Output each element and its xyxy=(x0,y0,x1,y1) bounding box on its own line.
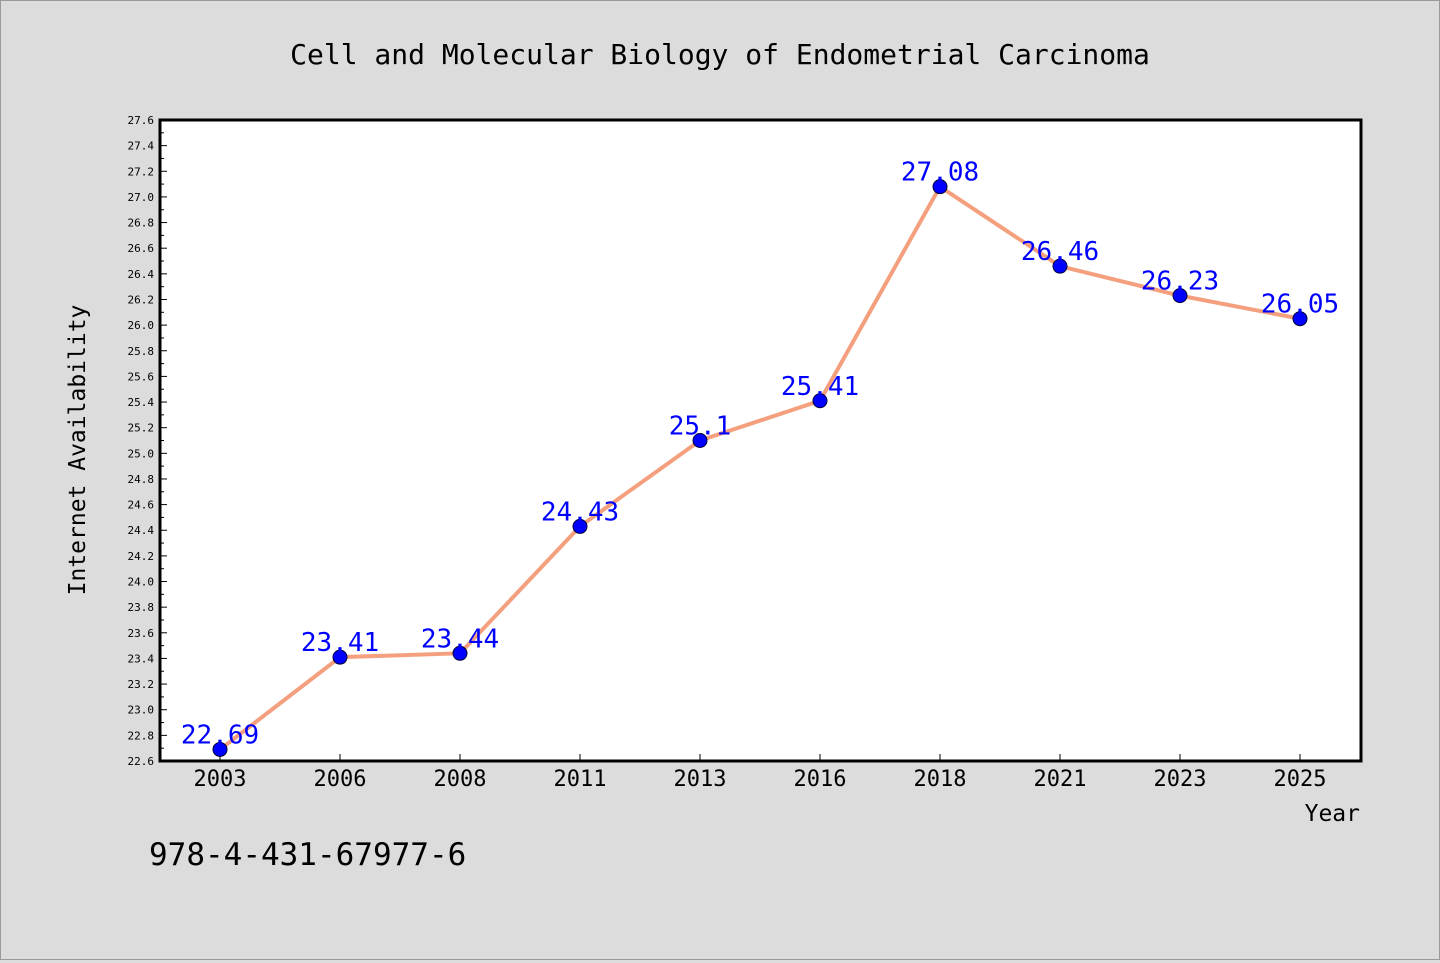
data-point xyxy=(452,645,468,661)
data-label: 24.43 xyxy=(541,497,619,527)
x-tick-label: 2021 xyxy=(1034,767,1087,792)
y-tick-label: 25.0 xyxy=(128,447,155,460)
y-tick-label: 27.6 xyxy=(128,114,155,127)
series-line xyxy=(218,184,1302,752)
y-tick-label: 24.0 xyxy=(128,576,155,589)
data-point xyxy=(212,741,228,757)
data-label: 26.05 xyxy=(1261,290,1339,320)
data-label: 27.08 xyxy=(901,158,979,188)
x-tick-label: 2008 xyxy=(434,767,487,792)
y-tick-label: 27.4 xyxy=(128,140,155,153)
y-tick-label: 24.4 xyxy=(128,524,155,537)
data-point xyxy=(1292,311,1308,327)
data-point xyxy=(812,393,828,409)
y-tick-label: 25.8 xyxy=(128,345,155,358)
y-tick-label: 22.6 xyxy=(128,755,155,768)
y-tick-label: 25.6 xyxy=(128,370,155,383)
y-tick-label: 23.6 xyxy=(128,627,155,640)
y-tick-label: 25.2 xyxy=(128,422,155,435)
data-point xyxy=(572,518,588,534)
y-tick-label: 23.0 xyxy=(128,704,155,717)
y-tick-label: 23.8 xyxy=(128,601,155,614)
plot-area xyxy=(158,118,1363,763)
data-point xyxy=(692,433,708,448)
y-tick-label: 24.6 xyxy=(128,499,155,512)
y-tick-label: 23.4 xyxy=(128,652,155,665)
data-label: 26.46 xyxy=(1021,237,1099,267)
y-tick-label: 27.2 xyxy=(128,165,155,178)
isbn-text: 978-4-431-67977-6 xyxy=(149,837,466,873)
data-label: 22.69 xyxy=(181,720,259,750)
x-tick-label: 2016 xyxy=(794,767,847,792)
y-axis-ticks: 22.6 22.8 23.0 23.2 23.4 23.6 23.8 24.0 24.2 24.4… xyxy=(128,114,167,768)
x-tick-label: 2006 xyxy=(314,767,367,792)
data-label: 25.1 xyxy=(669,412,732,442)
x-tick-label: 2025 xyxy=(1274,767,1327,792)
series: 22.69 23.41 23.44 24.43 25.1 25.41 27.08 26.46 2… xyxy=(181,158,1339,757)
y-axis-label: Internet Availability xyxy=(65,305,91,596)
x-tick-label: 2023 xyxy=(1154,767,1207,792)
data-label: 23.44 xyxy=(421,624,499,654)
x-tick-label: 2013 xyxy=(674,767,727,792)
data-label: 26.23 xyxy=(1141,267,1219,297)
y-tick-label: 26.8 xyxy=(128,217,155,230)
y-tick-label: 24.2 xyxy=(128,550,155,563)
y-tick-label: 26.0 xyxy=(128,319,155,332)
x-axis-ticks: 2003 2006 2008 2011 2013 2016 2018 2021 2023 2025 xyxy=(194,754,1327,792)
x-tick-label: 2011 xyxy=(554,767,607,792)
data-label: 23.41 xyxy=(301,628,379,658)
y-tick-label: 24.8 xyxy=(128,473,155,486)
data-point xyxy=(1052,258,1068,274)
x-axis-label: Year xyxy=(1305,801,1360,827)
data-point xyxy=(332,649,348,665)
data-point xyxy=(1172,288,1188,304)
y-tick-label: 25.4 xyxy=(128,396,155,409)
y-tick-label: 27.0 xyxy=(128,191,155,204)
y-tick-label: 26.6 xyxy=(128,242,155,255)
x-tick-label: 2003 xyxy=(194,767,247,792)
x-tick-label: 2018 xyxy=(914,767,967,792)
data-label: 25.41 xyxy=(781,372,859,402)
data-point xyxy=(932,179,948,195)
y-tick-label: 26.4 xyxy=(128,268,155,281)
chart-title: Cell and Molecular Biology of Endometria… xyxy=(290,38,1150,71)
y-tick-label: 26.2 xyxy=(128,293,155,306)
y-tick-label: 22.8 xyxy=(128,729,155,742)
y-tick-label: 23.2 xyxy=(128,678,155,691)
